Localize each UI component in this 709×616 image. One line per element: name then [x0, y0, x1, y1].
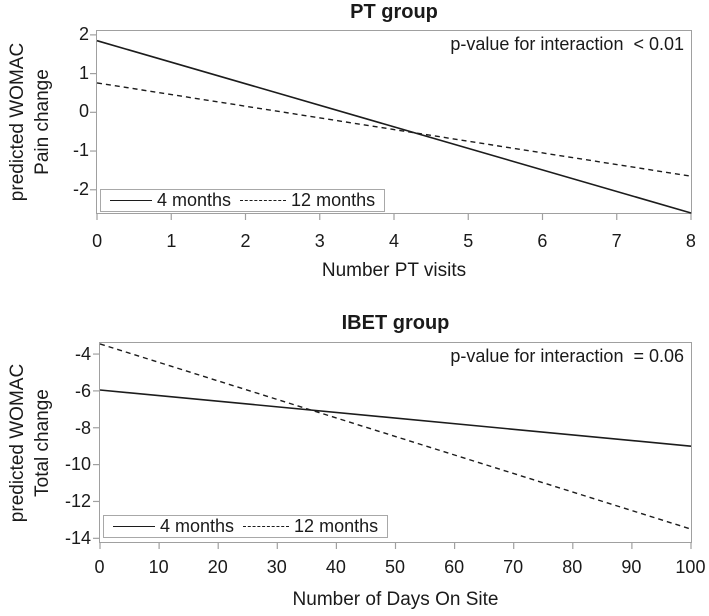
x-tick-label: 5 — [463, 231, 474, 251]
x-axis-ticks: 0 1 2 3 4 5 6 7 8 — [60, 231, 709, 251]
x-tick-label: 0 — [92, 231, 103, 251]
x-tick-label: 30 — [266, 557, 287, 577]
x-axis-label: Number PT visits — [321, 260, 467, 281]
y-tick-label: -12 — [64, 491, 91, 512]
legend-label-4-months: 4 months — [160, 516, 235, 536]
y-axis-ticks: 2 1 0 -1 -2 — [27, 15, 89, 209]
x-tick-label: 40 — [325, 557, 346, 577]
series-line-4-months — [99, 389, 692, 447]
x-axis-ticks: 0 10 20 30 40 50 60 70 80 90 100 — [70, 557, 709, 577]
x-tick-label: 20 — [207, 557, 228, 577]
legend: 4 months 12 months — [100, 189, 386, 212]
x-tick-label: 60 — [444, 557, 465, 577]
series-line-12-months — [96, 82, 692, 177]
legend-label-12-months: 12 months — [291, 190, 376, 210]
y-tick-label: -8 — [74, 417, 91, 438]
x-tick-label: 7 — [611, 231, 622, 251]
x-tick-label: 4 — [388, 231, 399, 251]
chart-title: PT group — [350, 1, 438, 23]
y-tick-label: -14 — [64, 528, 91, 549]
legend-solid-line-swatch — [113, 526, 155, 527]
chart-title: IBET group — [341, 312, 450, 334]
plot-lines-svg — [93, 343, 692, 549]
y-tick-label: 0 — [78, 101, 89, 122]
legend-label-4-months: 4 months — [157, 190, 232, 210]
x-tick-label: 1 — [166, 231, 177, 251]
series-line-12-months — [99, 343, 692, 530]
y-tick-label: 1 — [78, 62, 89, 83]
y-tick-label: 2 — [78, 23, 89, 44]
x-tick-label: 3 — [314, 231, 325, 251]
x-tick-label: 2 — [240, 231, 251, 251]
plot-area: p-value for interaction = 0.06 4 months … — [93, 342, 692, 549]
x-tick-label: 90 — [621, 557, 642, 577]
x-tick-label: 0 — [94, 557, 105, 577]
x-axis-label: Number of Days On Site — [292, 589, 499, 610]
y-tick-label: -6 — [74, 380, 91, 401]
x-tick-label: 10 — [148, 557, 169, 577]
p-value-annotation: p-value for interaction = 0.06 — [450, 346, 684, 366]
y-axis-ticks: -4 -6 -8 -10 -12 -14 — [27, 336, 91, 557]
p-value-annotation: p-value for interaction < 0.01 — [450, 34, 684, 54]
x-tick-label: 50 — [384, 557, 405, 577]
y-tick-label: -1 — [72, 140, 89, 161]
x-tick-label: 8 — [685, 231, 696, 251]
y-tick-label: -10 — [64, 454, 91, 475]
legend: 4 months 12 months — [103, 515, 389, 538]
y-tick-label: -4 — [74, 343, 91, 364]
plot-lines-svg — [90, 34, 692, 220]
x-tick-label: 100 — [675, 557, 706, 577]
x-tick-label: 6 — [537, 231, 548, 251]
x-tick-label: 70 — [503, 557, 524, 577]
legend-dashed-line-swatch — [243, 526, 290, 527]
series-line-4-months — [96, 39, 692, 214]
legend-label-12-months: 12 months — [294, 516, 379, 536]
y-tick-label: -2 — [72, 179, 89, 200]
legend-dashed-line-swatch — [240, 200, 287, 201]
plot-area: p-value for interaction < 0.01 4 months … — [90, 30, 692, 220]
legend-solid-line-swatch — [110, 200, 152, 201]
x-tick-label: 80 — [562, 557, 583, 577]
